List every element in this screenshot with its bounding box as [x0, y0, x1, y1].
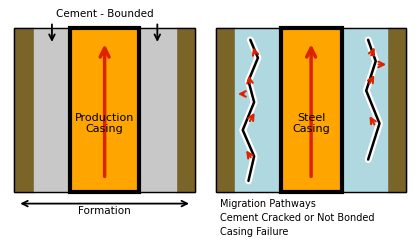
Text: Formation: Formation	[78, 206, 131, 216]
Text: Production
Casing: Production Casing	[75, 113, 134, 134]
Bar	[216, 28, 235, 192]
Bar	[281, 28, 342, 192]
Bar	[70, 28, 139, 192]
Bar	[70, 28, 139, 192]
Bar	[235, 28, 281, 192]
Bar	[216, 28, 406, 192]
Bar	[139, 28, 176, 192]
Bar	[176, 28, 196, 192]
Text: Migration Pathways
Cement Cracked or Not Bonded
Casing Failure: Migration Pathways Cement Cracked or Not…	[220, 199, 375, 237]
Text: Cement - Bounded: Cement - Bounded	[56, 9, 153, 19]
Text: Steel
Casing: Steel Casing	[292, 113, 330, 134]
Bar	[342, 28, 387, 192]
Bar	[14, 28, 34, 192]
Bar	[14, 28, 196, 192]
Bar	[387, 28, 406, 192]
Bar	[34, 28, 70, 192]
Bar	[281, 28, 342, 192]
